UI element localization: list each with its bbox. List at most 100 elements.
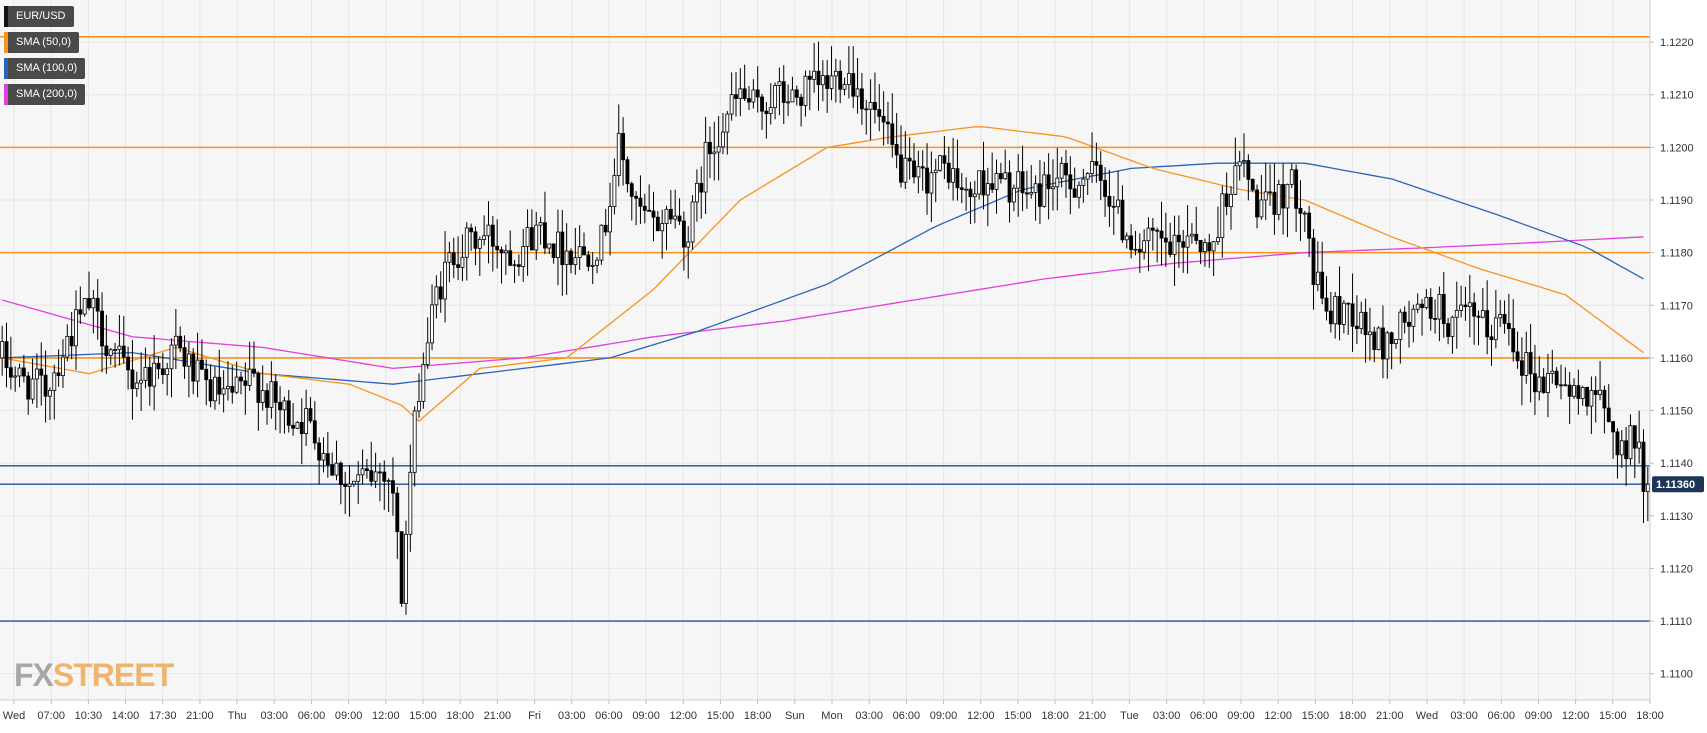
candle-body: [343, 484, 348, 487]
candle-body: [386, 480, 391, 483]
candle-body: [660, 223, 665, 232]
candle-body: [794, 89, 799, 98]
candle-body: [1216, 237, 1220, 243]
candle-body: [1307, 212, 1312, 239]
candle-body: [629, 183, 634, 197]
time-tick-label: 06:00: [298, 710, 326, 722]
candle-body: [1628, 425, 1633, 460]
candle-body: [378, 471, 382, 474]
time-tick-label: 14:00: [112, 710, 140, 722]
sma-200-line: [2, 236, 1644, 370]
candle-body: [1363, 311, 1368, 336]
candle-body: [1038, 183, 1042, 207]
time-tick-label: Tue: [1120, 710, 1139, 722]
price-tick-label: 1.1220: [1660, 37, 1694, 49]
candle-body: [912, 160, 916, 178]
candle-body: [1150, 227, 1155, 231]
candle-body: [265, 390, 269, 408]
candle-body: [87, 298, 91, 309]
candle-body: [1480, 310, 1485, 318]
candle-body: [1602, 389, 1607, 409]
candle-body: [877, 109, 882, 117]
candle-body: [955, 168, 960, 189]
candle-body: [482, 235, 487, 240]
candle-body: [1467, 302, 1472, 307]
candle-body: [1476, 315, 1481, 318]
candle-body: [1546, 373, 1550, 393]
legend-item-eurusd[interactable]: EUR/USD: [4, 6, 74, 27]
candle-body: [464, 227, 469, 258]
candle-body: [838, 70, 843, 90]
time-tick-label: 12:00: [967, 710, 995, 722]
candle-body: [156, 362, 161, 370]
candle-body: [1350, 303, 1355, 327]
time-tick-label: Sun: [785, 710, 805, 722]
price-tick-label: 1.1210: [1660, 90, 1694, 102]
candle-body: [1077, 184, 1081, 198]
candle-body: [360, 468, 365, 476]
candle-body: [1346, 302, 1351, 305]
candle-body: [1285, 183, 1290, 209]
candle-body: [721, 131, 725, 148]
candle-body: [1051, 186, 1055, 190]
time-tick-label: 18:00: [1636, 710, 1664, 722]
candle-body: [139, 379, 144, 384]
candle-body: [1554, 370, 1559, 386]
legend-item-sma200[interactable]: SMA (200,0): [4, 84, 86, 105]
candle-body: [773, 85, 777, 109]
candle-body: [1289, 169, 1294, 185]
candle-body: [152, 362, 157, 387]
candle-body: [582, 246, 586, 256]
candle-body: [425, 342, 430, 365]
time-axis-bg: [0, 700, 1707, 728]
candle-body: [1519, 360, 1524, 376]
candle-body: [1359, 311, 1364, 329]
legend-item-sma50[interactable]: SMA (50,0): [4, 32, 80, 53]
legend-item-sma100[interactable]: SMA (100,0): [4, 58, 86, 79]
time-axis[interactable]: Wed 07:00 10:30 14:00 17:30 21:00 Thu 03:00 06:0…: [0, 699, 1707, 728]
candle-body: [907, 157, 912, 162]
legend-label-sma50: SMA (50,0): [16, 36, 72, 48]
candle-body: [1624, 440, 1629, 460]
time-tick-label: 18:00: [1041, 710, 1069, 722]
candle-body: [282, 400, 287, 411]
candle-body: [1433, 318, 1437, 320]
candle-body: [1567, 384, 1572, 397]
candle-body: [52, 372, 57, 391]
candle-body: [304, 408, 309, 435]
candle-body: [1194, 233, 1199, 241]
candle-body: [1255, 189, 1259, 218]
candle-body: [1424, 296, 1429, 308]
candle-body: [859, 88, 864, 110]
time-tick-label: 12:00: [1264, 710, 1292, 722]
candle-body: [1550, 370, 1555, 374]
candle-body: [1528, 352, 1533, 375]
price-axis[interactable]: 1.1100 1.1110 1.1120 1.1130 1.1140 1.1150 1.11…: [1649, 0, 1707, 728]
candle-body: [113, 349, 117, 351]
candle-body: [126, 356, 131, 371]
candle-body: [1064, 162, 1068, 176]
candle-body: [447, 252, 452, 263]
fxstreet-watermark: FXSTREET: [14, 657, 175, 693]
candle-body: [269, 381, 274, 408]
candle-body: [1576, 385, 1581, 399]
candle-body: [1619, 440, 1624, 456]
candle-body: [1120, 199, 1125, 241]
candle-body: [890, 123, 895, 145]
candle-body: [1189, 233, 1194, 237]
candle-body: [1485, 310, 1490, 338]
candle-body: [925, 167, 929, 194]
candle-body: [204, 368, 209, 381]
candle-body: [382, 471, 387, 482]
candle-body: [577, 246, 582, 258]
candle-body: [1472, 302, 1477, 317]
candle-body: [117, 345, 122, 350]
candle-body: [612, 175, 617, 208]
candle-body: [1572, 385, 1576, 397]
candle-body: [1489, 336, 1494, 341]
candle-body: [686, 241, 691, 248]
candle-body: [48, 389, 52, 397]
candle-body: [538, 222, 543, 226]
